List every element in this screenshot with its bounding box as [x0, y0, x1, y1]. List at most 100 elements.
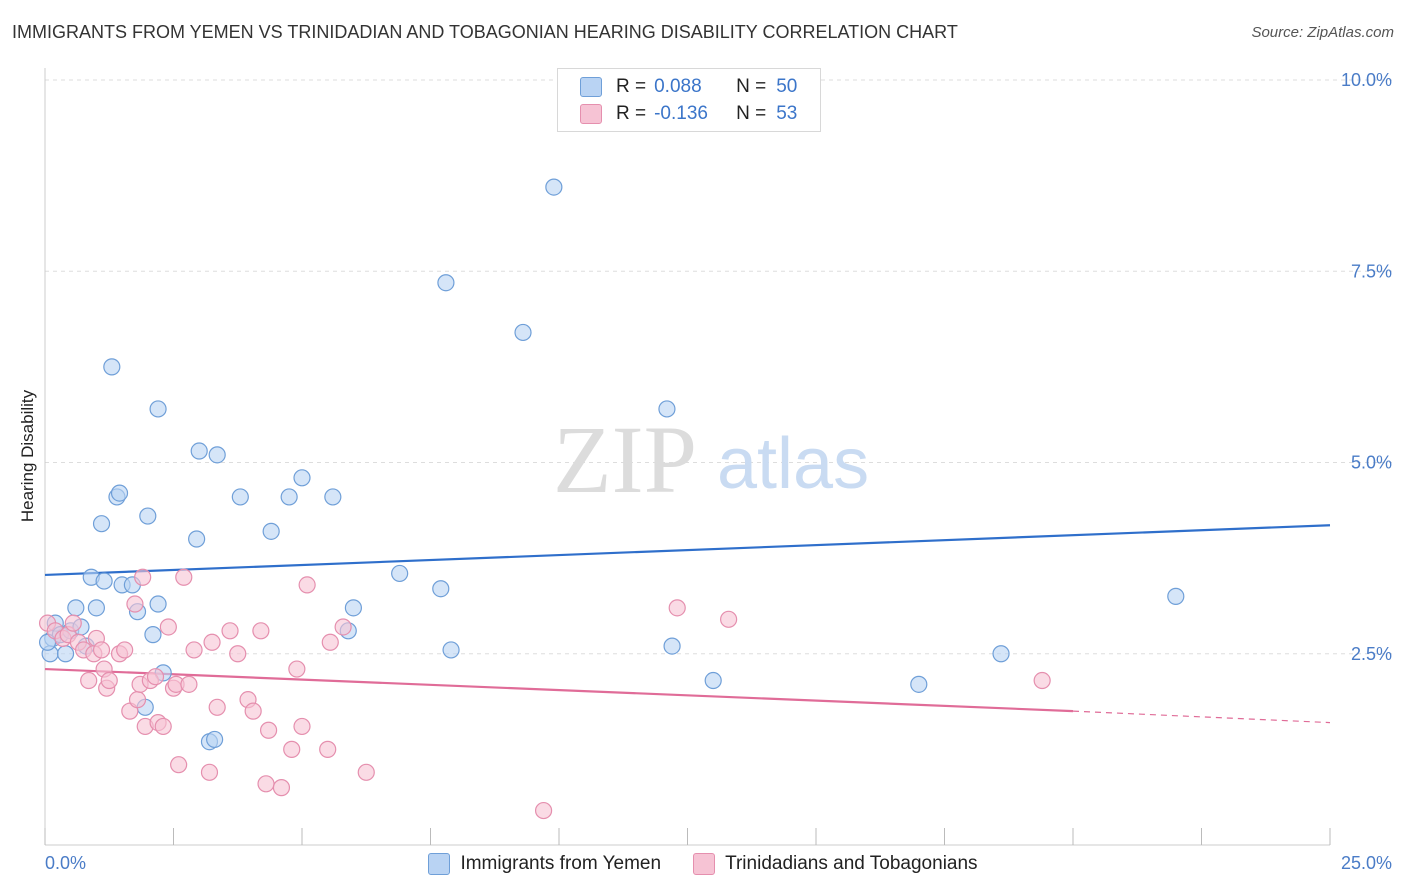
point-yemen: [231, 488, 249, 506]
point-yemen: [139, 507, 157, 525]
point-trinidad: [180, 675, 198, 693]
point-yemen: [442, 641, 460, 659]
trend-line-trinidad: [44, 667, 1074, 713]
point-trinidad: [203, 633, 221, 651]
point-trinidad: [720, 610, 738, 628]
point-trinidad: [293, 717, 311, 736]
series-legend-yemen: Immigrants from Yemen: [428, 853, 661, 875]
point-yemen: [110, 484, 129, 502]
point-trinidad: [175, 568, 193, 586]
point-trinidad: [288, 660, 306, 678]
legend-n-value: 53: [776, 103, 798, 124]
legend-r-label: R =: [616, 103, 647, 124]
point-trinidad: [134, 568, 152, 586]
point-trinidad: [357, 763, 375, 781]
point-trinidad: [534, 801, 553, 820]
series-legend: Immigrants from Yemen Trinidadians and T…: [0, 852, 1406, 876]
series-label-yemen: Immigrants from Yemen: [460, 853, 662, 874]
y-tick-label: 2.5%: [1351, 644, 1392, 664]
legend-n-label: N =: [736, 76, 767, 97]
point-trinidad: [154, 717, 172, 736]
point-trinidad: [170, 756, 188, 774]
point-yemen: [95, 572, 113, 590]
point-yemen: [437, 274, 455, 292]
point-trinidad: [257, 775, 275, 793]
legend-n-value: 50: [776, 76, 798, 97]
legend-swatch-pink: [580, 104, 602, 124]
point-yemen: [658, 400, 676, 418]
y-axis-label: Hearing Disability: [18, 389, 37, 522]
source-credit: Source: ZipAtlas.com: [1251, 24, 1394, 41]
point-trinidad: [272, 779, 291, 797]
y-tick-label: 5.0%: [1351, 453, 1392, 473]
point-yemen: [910, 675, 928, 693]
point-trinidad: [321, 633, 339, 651]
legend-row-yemen: R = 0.088 N = 50: [580, 75, 797, 99]
point-yemen: [1167, 587, 1185, 605]
point-yemen: [103, 358, 121, 376]
series-legend-trinidad: Trinidadians and Tobagonians: [693, 853, 978, 875]
chart-title: IMMIGRANTS FROM YEMEN VS TRINIDADIAN AND…: [12, 22, 958, 42]
point-trinidad: [334, 618, 352, 636]
point-yemen: [87, 599, 106, 617]
data-points: [38, 178, 1185, 820]
y-tick-label: 10.0%: [1341, 70, 1392, 90]
x-tick-labels: 0.0% 25.0%: [45, 853, 1392, 873]
point-yemen: [391, 564, 409, 583]
y-tick-label: 7.5%: [1351, 261, 1392, 281]
point-trinidad: [208, 698, 226, 716]
x-tick-label: 0.0%: [45, 853, 86, 873]
point-yemen: [208, 446, 226, 464]
point-trinidad: [252, 622, 270, 640]
point-yemen: [704, 671, 722, 690]
point-trinidad: [668, 599, 686, 617]
legend-r-value: 0.088: [654, 76, 702, 97]
point-trinidad: [244, 702, 262, 720]
point-yemen: [149, 595, 167, 613]
axes: [44, 68, 1331, 846]
watermark-atlas: atlas: [717, 424, 869, 504]
point-yemen: [144, 626, 162, 644]
watermark-zip: ZIP: [553, 406, 697, 513]
point-trinidad: [200, 763, 219, 781]
point-trinidad: [146, 668, 165, 686]
point-trinidad: [116, 641, 134, 659]
x-tick-label: 25.0%: [1341, 853, 1392, 873]
point-yemen: [149, 400, 167, 418]
point-yemen: [293, 469, 311, 487]
point-yemen: [190, 442, 208, 460]
point-yemen: [67, 599, 85, 617]
series-swatch-pink: [693, 853, 716, 875]
legend-swatch-blue: [580, 77, 602, 97]
legend-r-label: R =: [616, 76, 647, 97]
point-trinidad: [80, 671, 98, 690]
y-tick-labels: 2.5% 5.0% 7.5% 10.0%: [1341, 70, 1392, 664]
point-yemen: [514, 323, 532, 342]
point-yemen: [92, 515, 111, 533]
trend-line-yemen: [44, 524, 1331, 577]
point-trinidad: [185, 641, 203, 659]
series-label-trinidad: Trinidadians and Tobagonians: [725, 853, 978, 874]
trend-line-trinidad-extension: [1072, 710, 1331, 724]
point-yemen: [56, 645, 75, 663]
point-yemen: [663, 637, 681, 655]
point-trinidad: [1033, 671, 1051, 690]
point-trinidad: [229, 645, 247, 663]
point-yemen: [206, 730, 224, 749]
point-trinidad: [221, 622, 239, 640]
legend-n-label: N =: [736, 103, 767, 124]
point-trinidad: [319, 740, 337, 758]
point-yemen: [280, 488, 298, 506]
point-yemen: [432, 580, 450, 598]
trend-lines: [44, 524, 1331, 724]
point-trinidad: [298, 576, 316, 594]
point-trinidad: [159, 618, 177, 636]
point-yemen: [992, 645, 1010, 663]
point-trinidad: [92, 641, 111, 659]
point-trinidad: [64, 614, 82, 632]
point-yemen: [545, 178, 563, 196]
point-yemen: [344, 599, 362, 617]
point-trinidad: [128, 691, 147, 709]
point-trinidad: [126, 595, 144, 613]
